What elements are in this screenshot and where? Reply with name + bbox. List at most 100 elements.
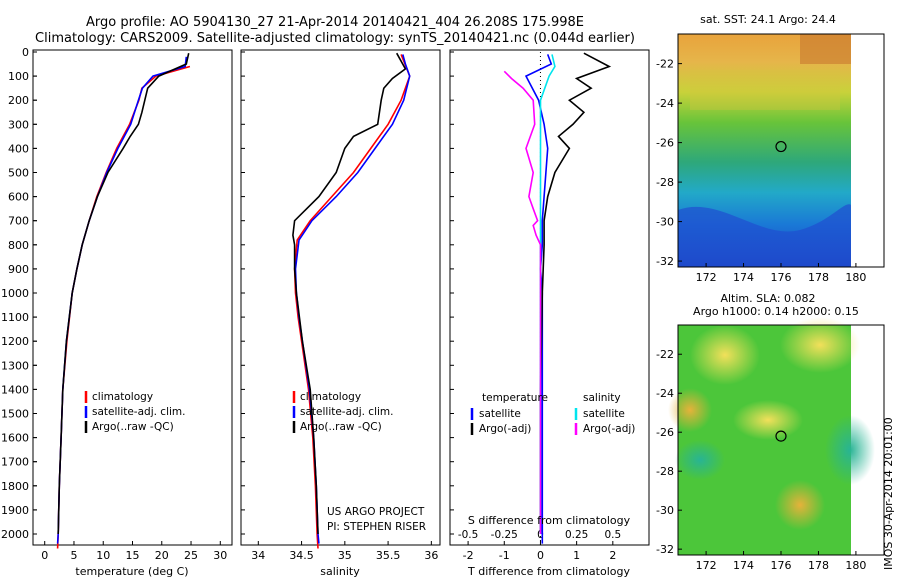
- depth-tick-label: 1800: [1, 480, 29, 493]
- sst-mid-band: [690, 70, 840, 110]
- depth-tick-label: 1700: [1, 456, 29, 469]
- series-line: [503, 70, 542, 534]
- x-tick-label: 25: [184, 549, 198, 562]
- x-tick-label: 15: [126, 549, 140, 562]
- x-tick-label: -2: [463, 549, 474, 562]
- map-x-tick-label: 176: [771, 559, 792, 572]
- difference-panel: [449, 49, 650, 546]
- map-x-tick-label: 178: [808, 559, 829, 572]
- map-y-tick-label: -30: [656, 504, 674, 517]
- legend-label: Argo(-adj): [479, 423, 531, 435]
- pi-label: PI: STEPHEN RISER: [327, 521, 426, 533]
- x-tick-label: 35: [338, 549, 352, 562]
- legend-label: Argo(..raw -QC): [300, 421, 382, 433]
- sla-low-2: [825, 415, 875, 485]
- depth-tick-label: 400: [8, 142, 29, 155]
- sla-high-5: [775, 480, 825, 530]
- map-x-tick-label: 174: [733, 559, 754, 572]
- difference-plot: -2 -1 0 1 2 -0.5 -0.25 0 0.25 0.5 temperature salin…: [450, 51, 635, 562]
- legend-label: climatology: [300, 391, 361, 403]
- temperature-xlabel: temperature (deg C): [75, 565, 188, 578]
- s-difference-label: S difference from climatology: [468, 514, 631, 527]
- map-x-tick-label: 180: [845, 559, 866, 572]
- map-x-tick-label: 174: [733, 271, 754, 284]
- depth-tick-label: 1000: [1, 287, 29, 300]
- depth-tick-label: 500: [8, 167, 29, 180]
- map-y-tick-label: -30: [656, 216, 674, 229]
- depth-tick-label: 2000: [1, 528, 29, 541]
- depth-tick-label: 1300: [1, 359, 29, 372]
- depth-tick-label: 1200: [1, 335, 29, 348]
- x-tick-label: 1: [573, 549, 580, 562]
- s-tick-label: 0: [537, 529, 544, 541]
- x-tick-label: 0: [537, 549, 544, 562]
- sla-map-title: Altim. SLA: 0.082: [720, 292, 815, 305]
- series-line: [524, 54, 553, 544]
- side-timestamp: IMOS 30-Apr-2014 20:01:00: [882, 417, 895, 570]
- x-tick-label: 35.5: [376, 549, 401, 562]
- series-line: [57, 53, 190, 535]
- depth-tick-label: 1100: [1, 311, 29, 324]
- s-tick-label: 0.25: [565, 529, 588, 541]
- salinity-plot: 34 34.5 35 35.5 36 climatology satellite-adj. …: [241, 51, 438, 562]
- depth-tick-label: 800: [8, 239, 29, 252]
- series-line: [539, 52, 612, 534]
- sst-cold-water: [678, 204, 851, 267]
- depth-tick-label: 300: [8, 118, 29, 131]
- x-tick-label: -1: [499, 549, 510, 562]
- project-label: US ARGO PROJECT: [327, 506, 425, 518]
- depth-tick-label: 600: [8, 191, 29, 204]
- map-y-tick-label: -26: [656, 426, 674, 439]
- depth-tick-label: 900: [8, 263, 29, 276]
- map-x-tick-label: 172: [696, 271, 717, 284]
- sla-map: 172 174 176 178 180 -22 -24 -26 -28 -30 -32: [656, 317, 885, 572]
- legend-label: satellite: [479, 408, 521, 420]
- x-tick-label: 5: [70, 549, 77, 562]
- sla-high-2: [780, 317, 860, 373]
- header-line-2: Climatology: CARS2009. Satellite-adjuste…: [35, 31, 635, 46]
- x-tick-label: 34.5: [289, 549, 314, 562]
- temperature-panel: [32, 49, 233, 546]
- map-x-tick-label: 180: [845, 271, 866, 284]
- s-tick-label: -0.5: [458, 529, 479, 541]
- map-x-tick-label: 176: [771, 271, 792, 284]
- map-y-tick-label: -32: [656, 255, 674, 268]
- x-tick-label: 2: [609, 549, 616, 562]
- depth-tick-label: 700: [8, 215, 29, 228]
- map-y-tick-label: -28: [656, 176, 674, 189]
- legend-title-temperature: temperature: [482, 392, 548, 404]
- x-tick-label: 20: [155, 549, 169, 562]
- series-line: [56, 56, 188, 544]
- legend-label: satellite-adj. clim.: [300, 406, 393, 418]
- map-y-tick-label: -22: [656, 348, 674, 361]
- argo-position-marker: [775, 140, 787, 153]
- legend-label: satellite-adj. clim.: [92, 406, 185, 418]
- series-line: [294, 54, 411, 544]
- depth-tick-label: 0: [22, 46, 29, 59]
- sla-low-1: [675, 440, 725, 480]
- legend-label: Argo(-adj): [583, 423, 635, 435]
- map-y-tick-label: -28: [656, 465, 674, 478]
- depth-tick-label: 1500: [1, 408, 29, 421]
- salinity-panel: [240, 49, 441, 546]
- map-y-tick-label: -22: [656, 58, 674, 71]
- s-tick-label: -0.25: [491, 529, 518, 541]
- s-tick-label: 0.5: [604, 529, 621, 541]
- map-y-tick-label: -26: [656, 137, 674, 150]
- depth-tick-label: 1600: [1, 432, 29, 445]
- depth-tick-label: 1400: [1, 383, 29, 396]
- sla-high-1: [690, 325, 760, 385]
- series-line: [292, 52, 407, 535]
- temperature-plot: 0 5 10 15 20 25 30 climatology satellite-adj. cl…: [33, 51, 227, 562]
- legend-label: satellite: [583, 408, 625, 420]
- x-tick-label: 10: [96, 549, 110, 562]
- x-tick-label: 36: [424, 549, 438, 562]
- map-x-tick-label: 178: [808, 271, 829, 284]
- sla-high-4: [733, 400, 803, 440]
- map-y-tick-label: -32: [656, 543, 674, 556]
- depth-tick-label: 1900: [1, 504, 29, 517]
- map-y-tick-label: -24: [656, 387, 674, 400]
- x-tick-label: 30: [213, 549, 227, 562]
- legend-label: Argo(..raw -QC): [92, 421, 174, 433]
